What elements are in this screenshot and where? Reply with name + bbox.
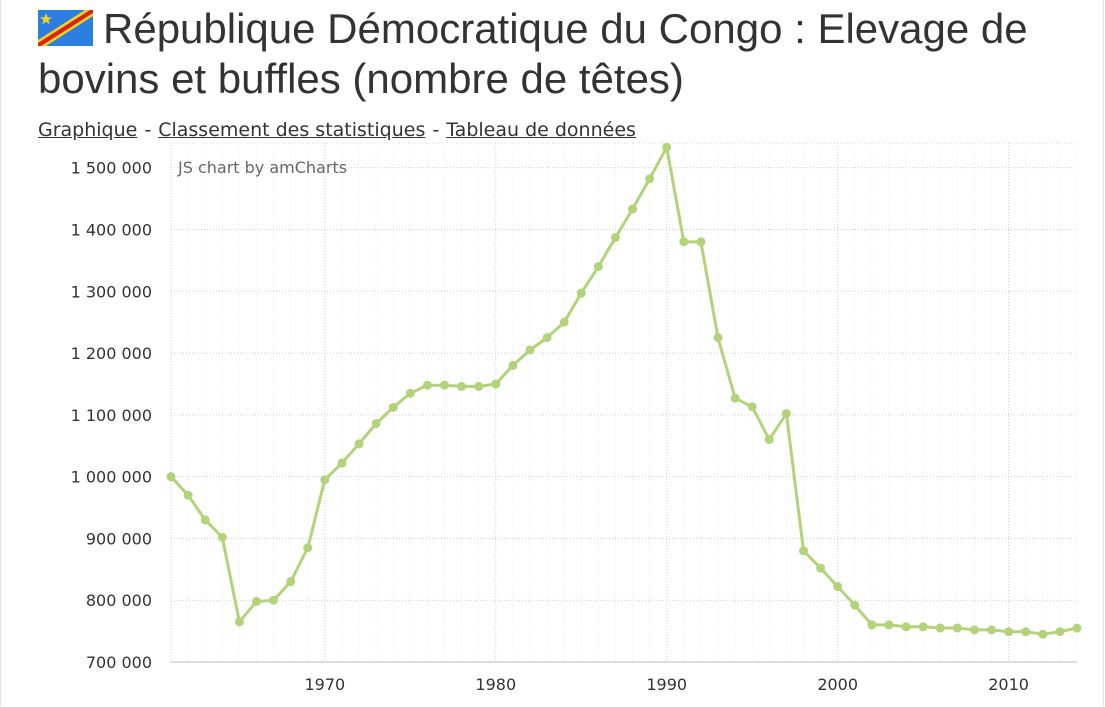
data-point — [1004, 627, 1014, 637]
data-point — [952, 623, 962, 633]
chart-nav: Graphique - Classement des statistiques - Ta… — [38, 119, 636, 141]
amcharts-credit[interactable]: JS chart by amCharts — [177, 158, 347, 177]
data-point — [798, 546, 808, 556]
link-classement[interactable]: Classement des statistiques — [158, 119, 426, 141]
data-point — [696, 237, 706, 247]
data-point — [388, 402, 398, 412]
y-tick-label: 800 000 — [86, 591, 152, 610]
data-point — [303, 543, 313, 553]
data-point — [645, 174, 655, 184]
data-point — [422, 380, 432, 390]
data-point — [354, 439, 364, 449]
data-point — [850, 600, 860, 610]
data-point — [457, 381, 467, 391]
series-line-path — [169, 145, 1078, 636]
data-point — [559, 317, 569, 327]
nav-separator: - — [432, 119, 440, 141]
page-title-text: République Démocratique du Congo : Eleva… — [38, 5, 1028, 102]
y-axis: 700 000 800 000 900 000 1 000 000 1 100 000 1… — [71, 159, 152, 672]
nav-separator: - — [144, 119, 152, 141]
drc-flag-icon — [38, 10, 93, 46]
x-tick-label: 2000 — [817, 675, 858, 694]
chart-grid — [170, 142, 1078, 663]
x-tick-label: 1980 — [475, 675, 516, 694]
data-point — [867, 620, 877, 630]
data-point — [405, 388, 415, 398]
page-title: République Démocratique du Congo : Eleva… — [38, 4, 1098, 104]
data-point — [576, 288, 586, 298]
y-tick-label: 700 000 — [86, 653, 152, 672]
data-point — [508, 360, 518, 370]
data-point — [969, 625, 979, 635]
data-point — [901, 622, 911, 632]
data-point — [491, 379, 501, 389]
data-point — [833, 582, 843, 592]
data-point — [1038, 629, 1048, 639]
y-tick-label: 1 400 000 — [71, 221, 152, 240]
y-tick-label: 1 500 000 — [71, 159, 152, 178]
x-axis: 1970 1980 1990 2000 2010 — [171, 661, 1077, 694]
data-point — [1021, 627, 1031, 637]
data-point — [251, 596, 261, 606]
data-point — [884, 620, 894, 630]
data-point — [713, 333, 723, 343]
data-point — [730, 393, 740, 403]
data-point — [781, 409, 791, 419]
data-point — [269, 595, 279, 605]
data-point — [371, 419, 381, 429]
data-point — [816, 563, 826, 573]
data-point — [525, 345, 535, 355]
series-line — [166, 142, 1082, 639]
x-tick-label: 1970 — [304, 675, 345, 694]
data-point — [286, 577, 296, 587]
data-point — [935, 623, 945, 633]
data-point — [166, 472, 176, 482]
data-point — [662, 142, 672, 152]
data-point — [183, 490, 193, 500]
data-point — [1072, 623, 1082, 633]
data-point — [593, 262, 603, 272]
data-point — [320, 475, 330, 485]
data-point — [542, 333, 552, 343]
y-tick-label: 1 000 000 — [71, 468, 152, 487]
x-tick-label: 1990 — [646, 675, 687, 694]
data-point — [918, 622, 928, 632]
data-point — [200, 515, 210, 525]
data-point — [987, 625, 997, 635]
data-point — [1055, 627, 1065, 637]
data-point — [610, 233, 620, 243]
data-point — [217, 532, 227, 542]
y-tick-label: 1 100 000 — [71, 406, 152, 425]
data-point — [628, 204, 638, 214]
y-tick-label: 900 000 — [86, 529, 152, 548]
data-point — [747, 402, 757, 412]
y-tick-label: 1 300 000 — [71, 282, 152, 301]
data-point — [440, 380, 450, 390]
data-point — [764, 435, 774, 445]
y-tick-label: 1 200 000 — [71, 344, 152, 363]
data-point — [234, 617, 244, 627]
x-tick-label: 2010 — [988, 675, 1029, 694]
data-point — [679, 237, 689, 247]
data-point — [337, 458, 347, 468]
data-point — [474, 381, 484, 391]
link-graphique[interactable]: Graphique — [38, 119, 138, 141]
link-tableau[interactable]: Tableau de données — [446, 119, 636, 141]
